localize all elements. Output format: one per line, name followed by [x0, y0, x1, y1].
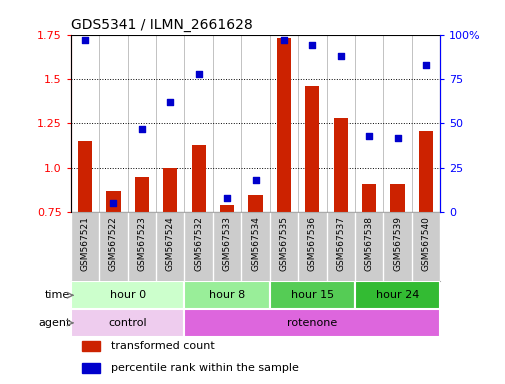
Point [279, 37, 287, 43]
Bar [184, 281, 269, 309]
Text: GSM567533: GSM567533 [222, 216, 231, 271]
Text: GSM567534: GSM567534 [250, 216, 260, 271]
Bar [269, 281, 355, 309]
Point [166, 99, 174, 105]
Bar [184, 309, 439, 337]
Text: hour 15: hour 15 [290, 290, 333, 300]
Bar [191, 145, 206, 212]
Text: control: control [108, 318, 146, 328]
Bar [362, 184, 376, 212]
Text: GSM567538: GSM567538 [364, 216, 373, 271]
Text: hour 8: hour 8 [209, 290, 245, 300]
Point [365, 133, 373, 139]
Point [223, 195, 231, 201]
Text: GSM567523: GSM567523 [137, 216, 146, 271]
Bar [220, 205, 234, 212]
Text: rotenone: rotenone [287, 318, 337, 328]
Bar [71, 281, 184, 309]
Text: agent: agent [38, 318, 70, 328]
Text: GSM567521: GSM567521 [80, 216, 89, 271]
Text: GSM567522: GSM567522 [109, 216, 118, 270]
Bar [82, 363, 100, 373]
Text: GSM567537: GSM567537 [336, 216, 344, 271]
Text: GSM567540: GSM567540 [421, 216, 430, 271]
Text: GSM567524: GSM567524 [166, 216, 174, 270]
Point [308, 42, 316, 48]
Bar [276, 38, 290, 212]
Bar [418, 131, 432, 212]
Text: hour 24: hour 24 [375, 290, 419, 300]
Point [109, 200, 117, 207]
Bar [333, 118, 347, 212]
Point [421, 62, 429, 68]
Point [137, 126, 145, 132]
Bar [163, 168, 177, 212]
Text: transformed count: transformed count [111, 341, 215, 351]
Point [194, 71, 203, 77]
Bar [134, 177, 148, 212]
Text: hour 0: hour 0 [110, 290, 145, 300]
Point [336, 53, 344, 59]
Text: GSM567536: GSM567536 [307, 216, 316, 271]
Text: percentile rank within the sample: percentile rank within the sample [111, 363, 299, 373]
Bar [71, 309, 184, 337]
Bar [106, 191, 120, 212]
Bar [355, 281, 439, 309]
Bar [78, 141, 92, 212]
Point [393, 134, 401, 141]
Point [81, 37, 89, 43]
Text: time: time [45, 290, 70, 300]
Bar [82, 341, 100, 351]
Bar [390, 184, 404, 212]
Point [251, 177, 259, 184]
Text: GSM567539: GSM567539 [392, 216, 401, 271]
Bar [305, 86, 319, 212]
Bar [248, 195, 262, 212]
Text: GSM567532: GSM567532 [194, 216, 203, 271]
Text: GDS5341 / ILMN_2661628: GDS5341 / ILMN_2661628 [71, 18, 252, 32]
Text: GSM567535: GSM567535 [279, 216, 288, 271]
